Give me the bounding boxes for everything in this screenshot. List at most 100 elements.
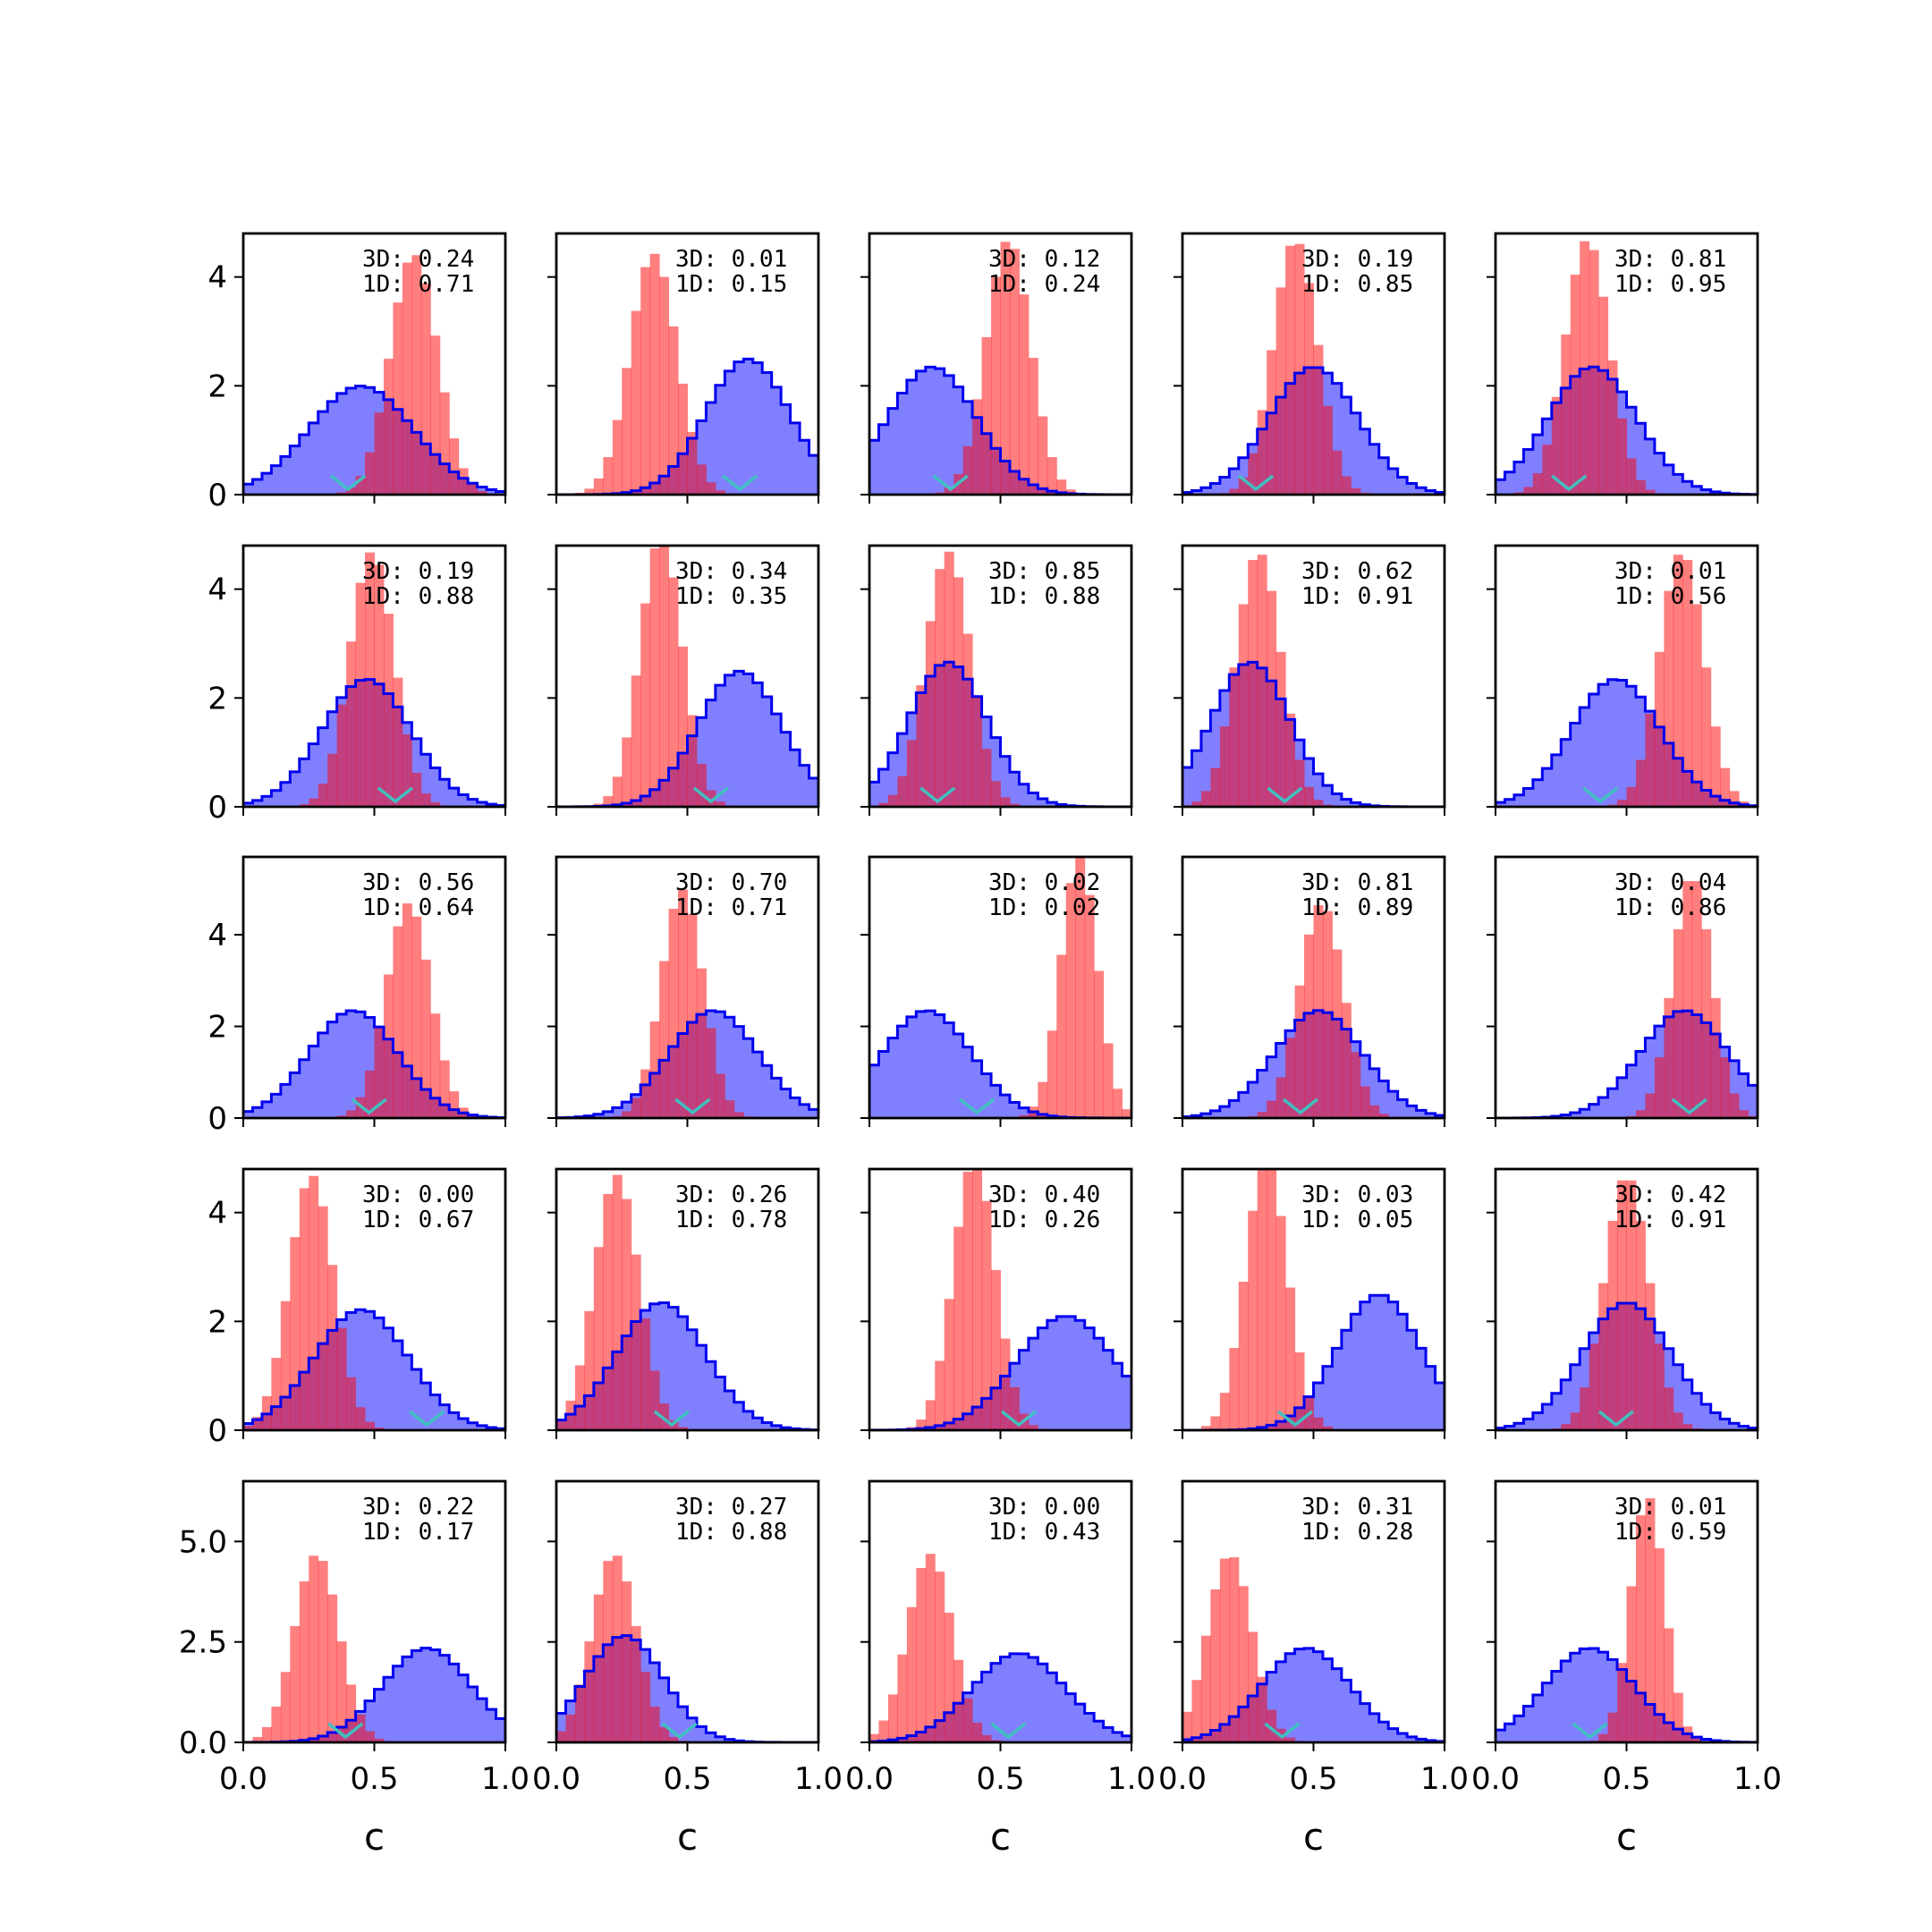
red-bar [1664, 590, 1674, 807]
red-bar [1635, 1220, 1646, 1430]
red-bar [393, 926, 403, 1118]
annotation-3d: 3D: 0.85 [988, 558, 1100, 585]
blue-bar [393, 1341, 403, 1430]
blue-bar [1065, 1316, 1076, 1430]
red-bar [1542, 445, 1553, 495]
blue-bar [420, 1648, 431, 1742]
blue-step-line [1496, 678, 1758, 807]
blue-bar [1056, 1682, 1067, 1742]
blue-bar [771, 1078, 782, 1118]
hist-bars [869, 242, 1131, 495]
blue-bar [1416, 1739, 1427, 1742]
blue-bar [715, 385, 725, 495]
red-bar [365, 1731, 375, 1742]
blue-bar [771, 386, 782, 495]
red-bar [935, 569, 945, 807]
blue-bar [1388, 1301, 1399, 1430]
red-bar [1275, 1216, 1286, 1430]
blue-bar [991, 1663, 1001, 1742]
blue-bar [1028, 1657, 1038, 1742]
red-bar [1598, 1283, 1609, 1430]
blue-bar [1229, 1100, 1240, 1118]
red-bar [1691, 1738, 1702, 1742]
red-bar [1654, 1057, 1665, 1118]
hist-bars [556, 1174, 818, 1430]
blue-bar [1673, 474, 1683, 495]
y-tick-label: 0 [208, 790, 227, 826]
blue-bar [1426, 490, 1436, 495]
red-bar [439, 1060, 450, 1118]
red-bar [1635, 759, 1646, 807]
marker-v [1264, 1722, 1301, 1740]
x-tick-label: 0.5 [663, 1761, 711, 1797]
blue-bar [1000, 756, 1011, 807]
blue-bar [1561, 739, 1572, 807]
marker-v [919, 786, 956, 804]
red-bar [678, 1427, 688, 1430]
blue-bar [458, 1674, 469, 1742]
red-bar [411, 773, 422, 807]
hist-bars [1182, 243, 1445, 495]
blue-bar [733, 1402, 744, 1430]
red-bar [1019, 294, 1030, 495]
x-tick-label: 0.0 [845, 1761, 894, 1797]
red-bar [1094, 970, 1105, 1118]
marker-v [1267, 786, 1303, 804]
red-bar [1000, 797, 1011, 807]
blue-bar [1607, 1659, 1618, 1742]
red-bar [1257, 410, 1267, 495]
blue-bar [1332, 793, 1343, 807]
blue-bar [1332, 1668, 1343, 1742]
annotation-1d: 1D: 0.56 [1614, 583, 1726, 610]
hist-bars [1496, 1180, 1758, 1430]
red-bar [1294, 1352, 1305, 1430]
blue-bar [1000, 1657, 1011, 1742]
annotation-3d: 3D: 0.24 [362, 246, 474, 273]
blue-bar [724, 1739, 735, 1742]
blue-bar [1275, 1661, 1286, 1742]
blue-bar [318, 1032, 328, 1118]
red-bar [1691, 881, 1702, 1118]
red-bar [1570, 1412, 1580, 1430]
blue-bar [439, 1655, 450, 1742]
blue-bar [1435, 1383, 1445, 1430]
red-bar [1322, 911, 1333, 1118]
hist-bars [556, 253, 818, 495]
marker-v [1671, 1097, 1707, 1115]
blue-bar [458, 794, 469, 807]
blue-bar [944, 375, 954, 495]
blue-bar [280, 1084, 291, 1118]
annotation-3d: 3D: 0.22 [362, 1494, 474, 1521]
x-tick-label: 1.0 [1733, 1761, 1782, 1797]
blue-bar [1219, 1106, 1230, 1118]
annotation-1d: 1D: 0.28 [1301, 1519, 1413, 1546]
red-bar [1332, 450, 1343, 495]
blue-bar [743, 359, 754, 495]
blue-bar [1304, 758, 1314, 807]
blue-bar [1210, 1110, 1221, 1118]
red-bar [678, 646, 688, 807]
red-bar [1009, 803, 1020, 807]
red-bar [649, 1021, 660, 1118]
blue-bar [715, 685, 725, 807]
red-bar [1075, 857, 1086, 1118]
blue-bar [1729, 1423, 1740, 1430]
x-tick-label: 0.0 [219, 1761, 267, 1797]
annotation-3d: 3D: 0.12 [988, 246, 1100, 273]
hist-bars [869, 1554, 1131, 1742]
red-bar [1229, 1347, 1240, 1430]
red-bar [1238, 604, 1249, 807]
red-bar [1607, 1712, 1618, 1742]
blue-bar [1038, 1327, 1048, 1430]
red-bar [374, 564, 385, 807]
red-bar [1304, 786, 1314, 807]
red-bar [1304, 934, 1314, 1118]
blue-bar [280, 456, 291, 495]
blue-bar [1360, 428, 1370, 495]
red-bar [1028, 1425, 1038, 1430]
annotation-3d: 3D: 0.01 [675, 246, 787, 273]
